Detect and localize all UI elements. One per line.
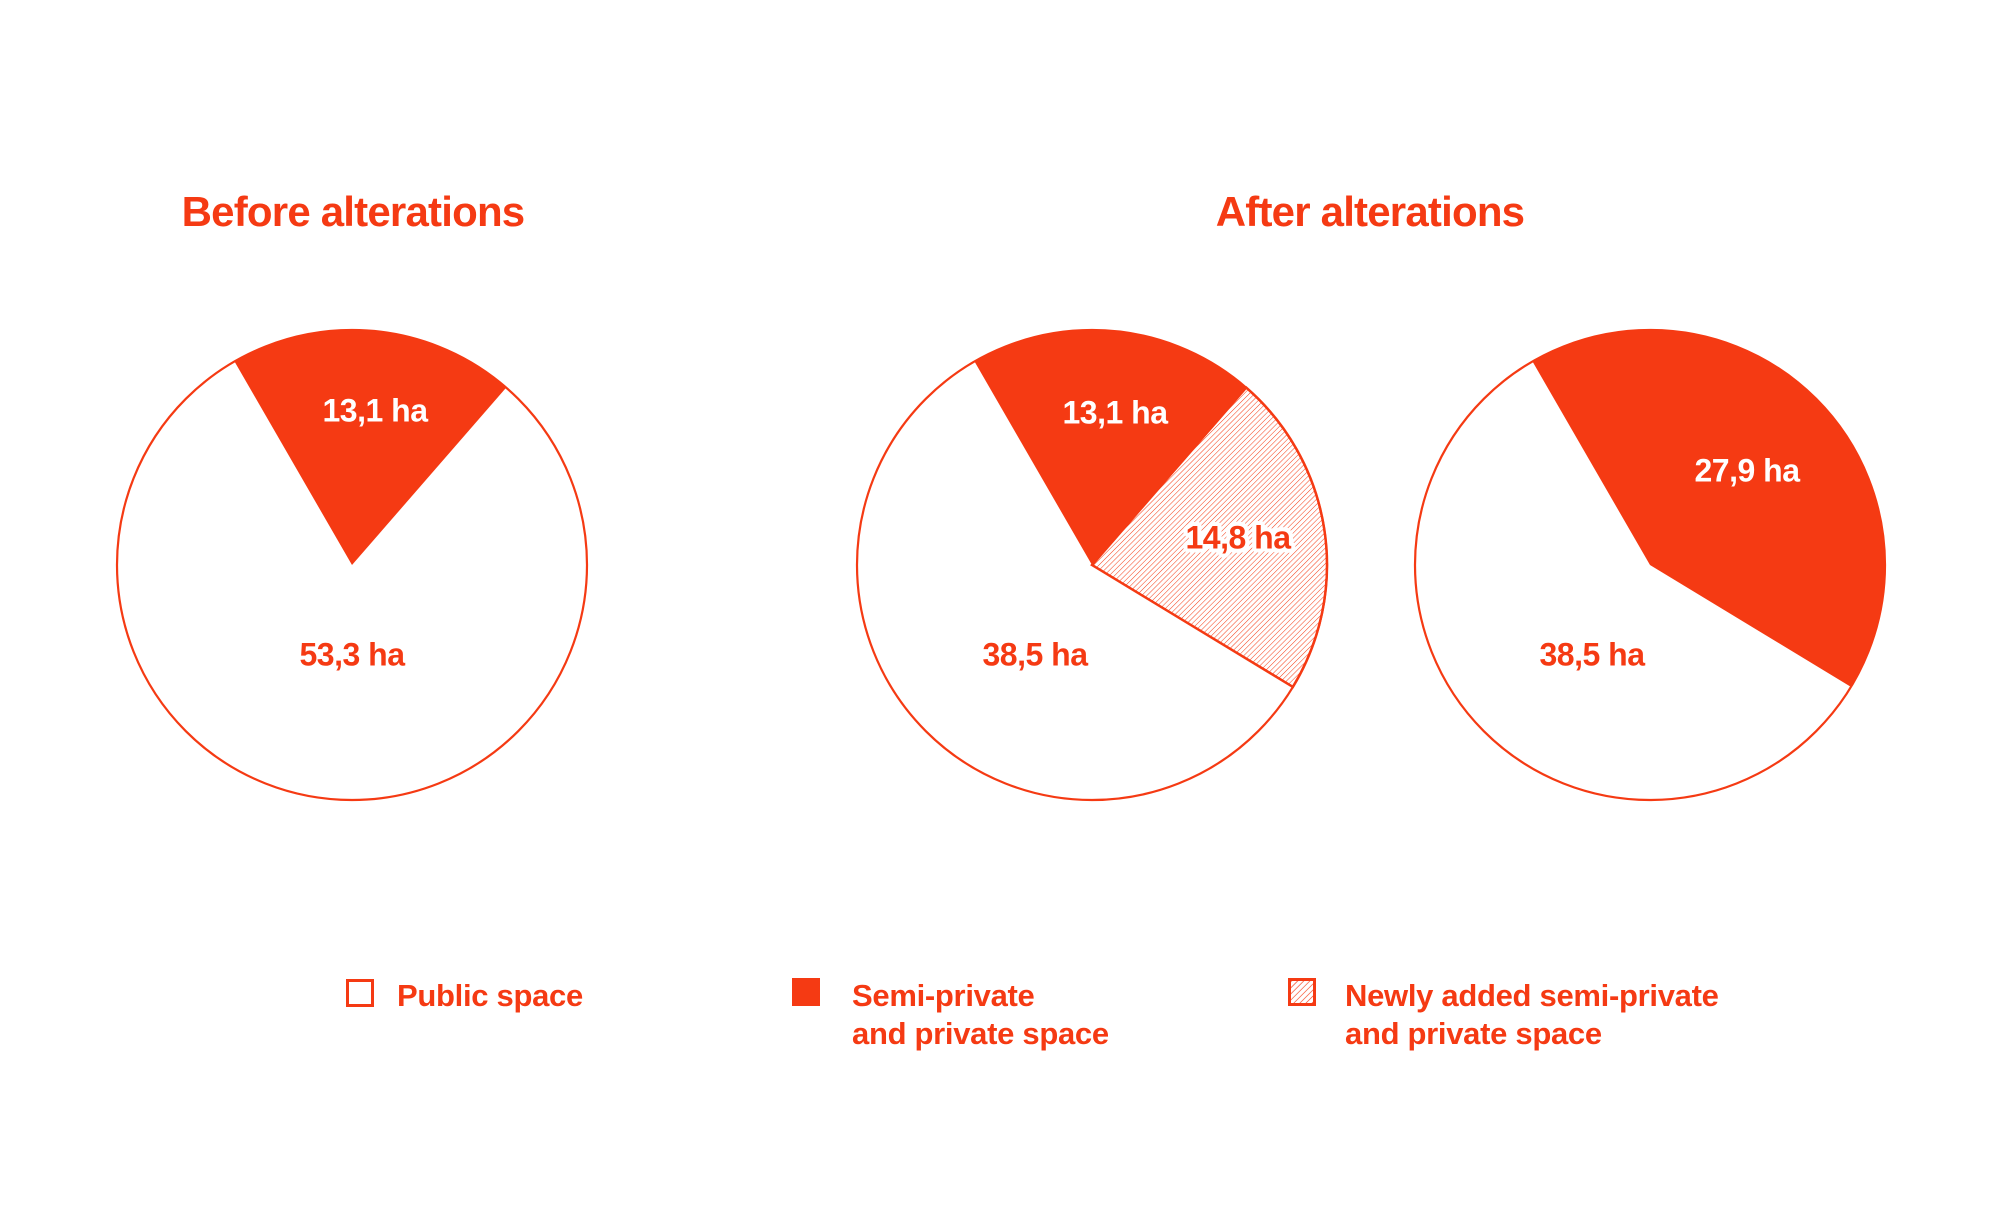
- pie-slice-semi-private: [974, 329, 1247, 565]
- pie-chart-after-breakdown: [855, 328, 1329, 802]
- pie-slice-semi-private-combined: [1532, 330, 1885, 687]
- legend-label-line: Semi-private: [852, 978, 1035, 1013]
- legend-label-line: Newly added semi-private: [1345, 978, 1719, 1013]
- legend-swatch-semi-private: [792, 978, 820, 1006]
- legend-label-line: and private space: [852, 1016, 1109, 1051]
- title-after-alterations: After alterations: [1215, 188, 1525, 235]
- legend-label-newly-added: Newly added semi-private and private spa…: [1345, 977, 1719, 1053]
- legend-label-public-space: Public space: [397, 977, 583, 1015]
- legend-label-line: Public space: [397, 978, 583, 1013]
- pie-slice-newly-added-semi-private: [1090, 385, 1329, 689]
- slice-label-after1-public: 38,5 ha: [982, 636, 1088, 673]
- legend-swatch-newly-added: [1288, 978, 1316, 1006]
- slice-label-after1-newly-added: 14,8 ha: [1185, 519, 1291, 556]
- pie-slice-semi-private: [234, 329, 507, 565]
- slice-label-after2-semi-private: 27,9 ha: [1694, 452, 1800, 489]
- title-before-alterations: Before alterations: [181, 188, 526, 235]
- legend-swatch-public-space: [346, 979, 374, 1007]
- legend-label-semi-private: Semi-private and private space: [852, 977, 1109, 1053]
- slice-label-before-public: 53,3 ha: [299, 636, 405, 673]
- legend-label-line: and private space: [1345, 1016, 1602, 1051]
- pie-chart-before: [115, 328, 589, 802]
- slice-label-after2-public: 38,5 ha: [1539, 636, 1645, 673]
- slice-label-after1-semi-private: 13,1 ha: [1062, 394, 1168, 431]
- slice-label-before-semi-private: 13,1 ha: [322, 392, 428, 429]
- pie-chart-after-combined: [1413, 328, 1887, 802]
